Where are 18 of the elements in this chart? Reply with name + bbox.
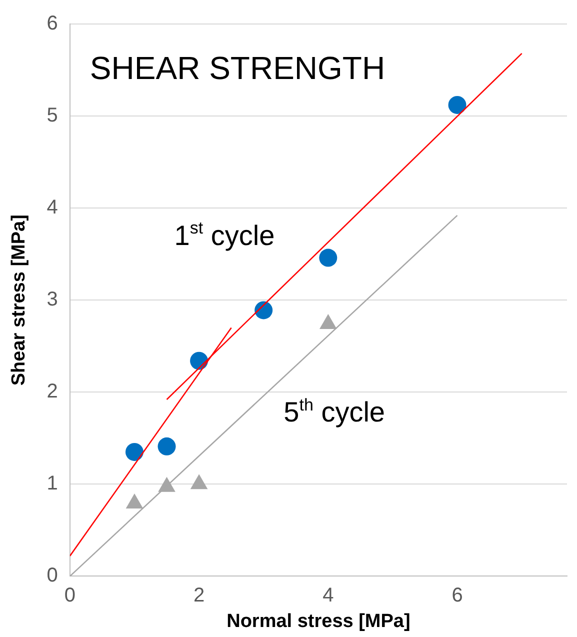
x-tick-label: 0: [64, 584, 76, 607]
point: [254, 301, 273, 320]
x-tick-label: 4: [322, 584, 334, 607]
x-axis-title: Normal stress [MPa]: [226, 610, 410, 632]
y-axis-title: Shear stress [MPa]: [8, 214, 30, 386]
x-tick-label: 2: [193, 584, 205, 607]
point: [190, 474, 208, 490]
y-tick-label: 2: [46, 380, 58, 403]
point: [126, 493, 144, 508]
y-tick-label: 3: [46, 288, 58, 311]
y-tick-label: 0: [46, 564, 58, 587]
text: SHEAR STRENGTH: [90, 50, 386, 86]
x-tick-label: 6: [452, 584, 463, 607]
y-tick-label: 5: [46, 104, 58, 127]
y-tick-label: 6: [46, 12, 58, 35]
y-tick-label: 4: [46, 196, 58, 219]
y-tick-label: 1: [46, 472, 58, 495]
point: [319, 248, 338, 267]
